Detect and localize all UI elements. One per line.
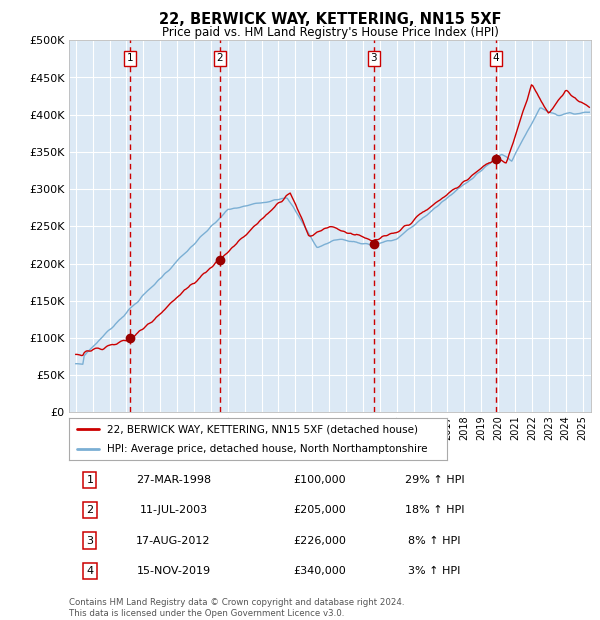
Text: £226,000: £226,000 xyxy=(293,536,346,546)
Text: 18% ↑ HPI: 18% ↑ HPI xyxy=(404,505,464,515)
Text: 2: 2 xyxy=(86,505,94,515)
Text: 3: 3 xyxy=(370,53,377,63)
Text: 29% ↑ HPI: 29% ↑ HPI xyxy=(404,475,464,485)
Text: 4: 4 xyxy=(493,53,499,63)
Text: 22, BERWICK WAY, KETTERING, NN15 5XF: 22, BERWICK WAY, KETTERING, NN15 5XF xyxy=(159,12,501,27)
Text: 1: 1 xyxy=(127,53,134,63)
Text: £205,000: £205,000 xyxy=(293,505,346,515)
Text: Price paid vs. HM Land Registry's House Price Index (HPI): Price paid vs. HM Land Registry's House … xyxy=(161,26,499,39)
Text: 17-AUG-2012: 17-AUG-2012 xyxy=(136,536,211,546)
Text: 3% ↑ HPI: 3% ↑ HPI xyxy=(408,566,461,576)
Text: 2: 2 xyxy=(217,53,223,63)
Text: 3: 3 xyxy=(86,536,94,546)
Text: 1: 1 xyxy=(86,475,94,485)
Text: HPI: Average price, detached house, North Northamptonshire: HPI: Average price, detached house, Nort… xyxy=(107,444,427,454)
Text: £100,000: £100,000 xyxy=(293,475,346,485)
Text: 8% ↑ HPI: 8% ↑ HPI xyxy=(408,536,461,546)
Text: £340,000: £340,000 xyxy=(293,566,346,576)
Text: 4: 4 xyxy=(86,566,94,576)
Text: 27-MAR-1998: 27-MAR-1998 xyxy=(136,475,211,485)
Text: Contains HM Land Registry data © Crown copyright and database right 2024.
This d: Contains HM Land Registry data © Crown c… xyxy=(69,598,404,618)
Text: 11-JUL-2003: 11-JUL-2003 xyxy=(139,505,208,515)
Text: 22, BERWICK WAY, KETTERING, NN15 5XF (detached house): 22, BERWICK WAY, KETTERING, NN15 5XF (de… xyxy=(107,424,418,434)
Text: 15-NOV-2019: 15-NOV-2019 xyxy=(136,566,211,576)
